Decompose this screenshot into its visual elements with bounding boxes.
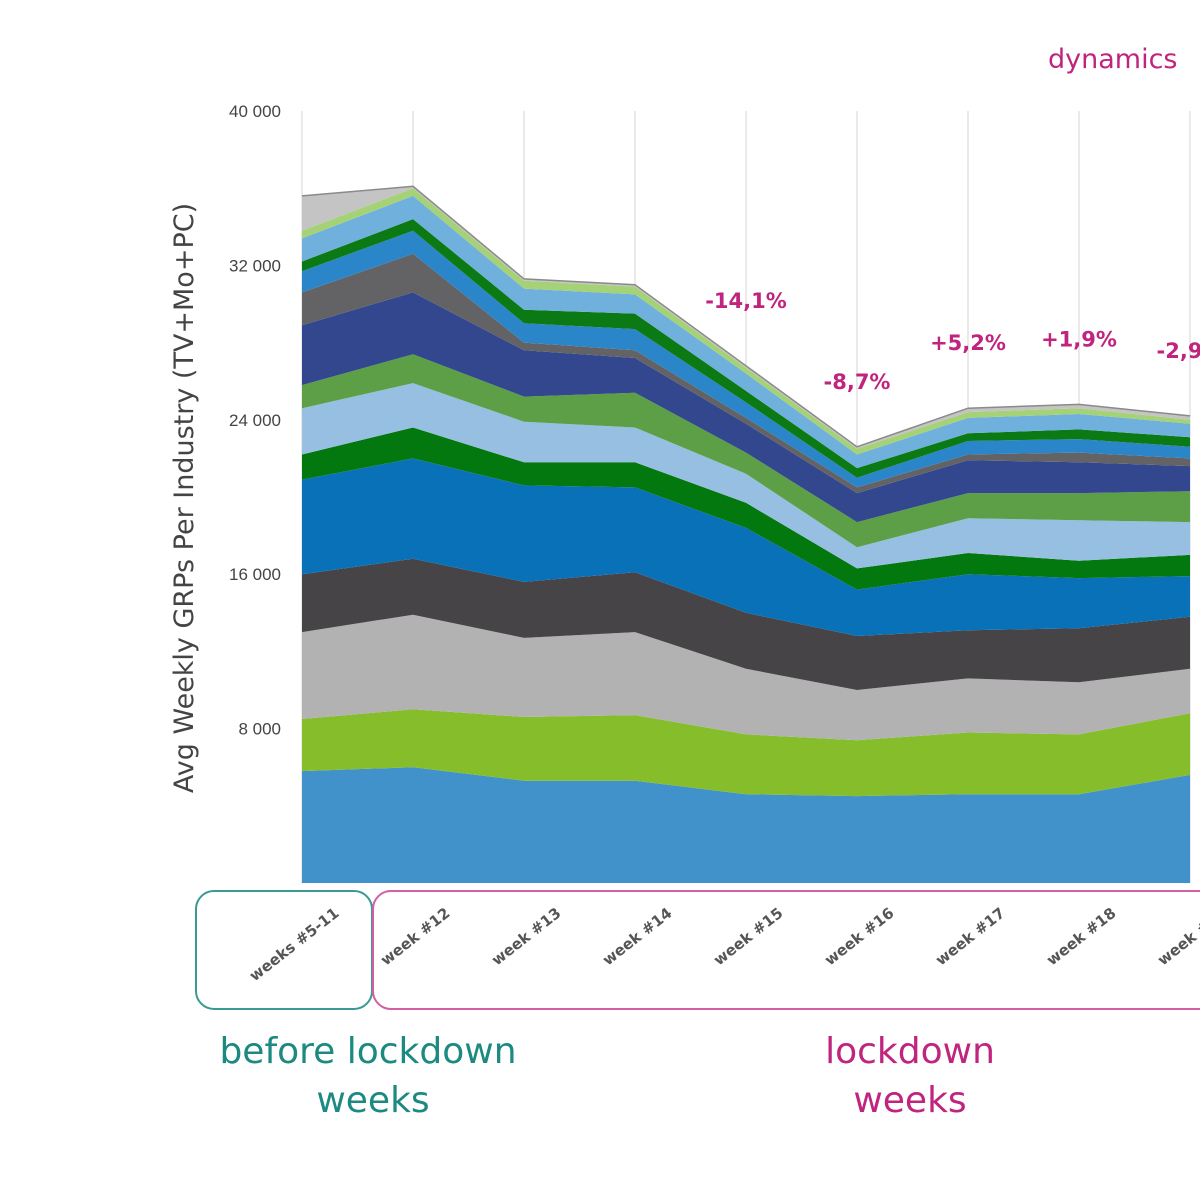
lockdown-bracket	[372, 890, 1200, 1010]
y-tick-label: 8 000	[238, 720, 281, 739]
percent-change-label: -8,7%	[824, 370, 891, 394]
area-series-3	[302, 614, 1190, 741]
dynamics-label: dynamics	[1048, 44, 1178, 75]
x-tick-label: week #13	[488, 904, 564, 969]
x-tick-label: week #17	[932, 904, 1008, 969]
y-tick-label: 32 000	[229, 256, 281, 275]
area-series-layer	[301, 185, 1191, 883]
area-series-8	[302, 354, 1190, 548]
lockdown-label-line1: lockdown	[825, 1031, 995, 1072]
x-tick-label: week #18	[1043, 904, 1119, 969]
x-tick-label: week #15	[710, 904, 786, 969]
x-axis-ticks: weeks #5-11 week #12 week #13 week #14 week …	[246, 904, 1200, 985]
x-tick-label: weeks #5-11	[246, 904, 343, 985]
area-series-9	[302, 292, 1190, 523]
y-tick-label: 16 000	[229, 565, 281, 584]
x-tick-label: week #19	[1154, 904, 1200, 969]
x-tick-label: week #12	[377, 904, 453, 969]
area-series-2	[302, 709, 1190, 797]
y-axis-label: Avg Weekly GRPs Per Industry (TV+Mo+PC)	[169, 203, 200, 793]
y-tick-label: 40 000	[229, 102, 281, 121]
area-series-5	[302, 458, 1190, 636]
x-tick-label: week #14	[599, 904, 675, 969]
area-top-outline	[301, 185, 1191, 448]
area-series-11	[302, 230, 1190, 488]
percent-change-label: -14,1%	[705, 289, 787, 313]
area-series-13	[302, 195, 1190, 469]
area-series-7	[302, 383, 1190, 569]
area-series-1	[302, 767, 1190, 883]
x-tick-label: week #16	[821, 904, 897, 969]
area-series-10	[302, 253, 1190, 494]
lockdown-label-line2: weeks	[853, 1080, 966, 1121]
percent-change-label: +5,2%	[930, 331, 1006, 355]
y-tick-label: 24 000	[229, 411, 281, 430]
y-axis: 8 000 16 000 24 000 32 000 40 000	[229, 102, 281, 739]
before-lockdown-label-line1: before lockdown	[219, 1031, 516, 1072]
percent-change-annotations: -14,1% -8,7% +5,2% +1,9% -2,9%	[705, 289, 1200, 394]
area-series-6	[302, 427, 1190, 590]
before-lockdown-label-line2: weeks	[316, 1080, 429, 1121]
percent-change-label: +1,9%	[1041, 327, 1117, 351]
area-series-4	[302, 558, 1190, 690]
percent-change-label: -2,9%	[1157, 339, 1200, 363]
